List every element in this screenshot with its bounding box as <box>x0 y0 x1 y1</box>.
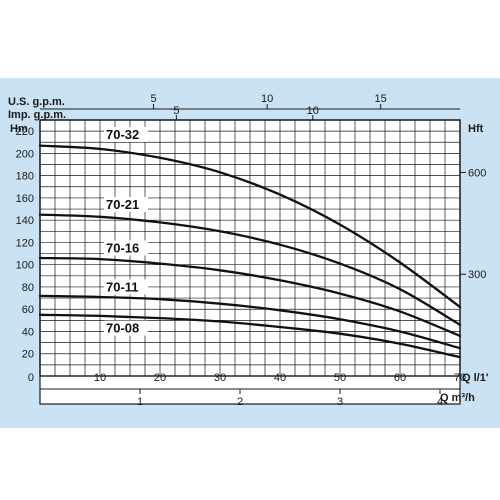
q-lmin-tick-label: 20 <box>154 372 166 384</box>
hm-tick-label: 200 <box>16 148 34 160</box>
curve-label-70-08: 70-08 <box>106 321 139 336</box>
hm-tick-label: 100 <box>16 260 34 272</box>
plot-frame <box>39 119 461 377</box>
hm-tick-label: 80 <box>22 282 34 294</box>
curve-label-70-16: 70-16 <box>106 240 139 255</box>
q-lmin-tick-label: 70 <box>454 372 466 384</box>
hm-tick-label: 180 <box>16 171 34 183</box>
hm-tick-label: 60 <box>22 304 34 316</box>
origin-tick-label: 0 <box>28 372 34 384</box>
curve-label-70-11: 70-11 <box>106 279 139 294</box>
hft-axis-title: Hft <box>468 123 484 135</box>
hm-axis-title: Hm <box>10 123 28 135</box>
q-m3h-tick-label: 1 <box>137 396 143 408</box>
curve-70-11 <box>38 294 462 350</box>
performance-curves: 70-32 70-21 70-16 70-11 70-08 <box>38 126 462 359</box>
q-lmin-tick-label: 30 <box>214 372 226 384</box>
curve-label-70-21: 70-21 <box>106 197 139 212</box>
hm-tick-label: 40 <box>22 326 34 338</box>
q-lmin-tick-label: 50 <box>334 372 346 384</box>
curve-70-21 <box>38 213 462 326</box>
us-gpm-tick-label: 15 <box>375 93 387 105</box>
curve-label-70-32: 70-32 <box>106 127 139 142</box>
q-m3h-tick-label: 4 <box>437 396 443 408</box>
hft-tick-label: 300 <box>468 269 486 281</box>
curve-label-bg <box>104 279 148 295</box>
curve-label-bg <box>104 197 148 213</box>
curve-70-16 <box>38 256 462 338</box>
hm-tick-label: 160 <box>16 193 34 205</box>
q-lmin-tick-label: 10 <box>94 372 106 384</box>
curve-70-32 <box>38 144 462 309</box>
q-lmin-tick-label: 40 <box>274 372 286 384</box>
curve-label-bg <box>104 320 148 336</box>
hft-tick-label: 600 <box>468 167 486 179</box>
curve-label-bg <box>104 240 148 256</box>
hm-tick-label: 120 <box>16 237 34 249</box>
us-gpm-axis-title: U.S. g.p.m. <box>8 96 65 108</box>
us-gpm-tick-label: 10 <box>261 93 273 105</box>
imp-gpm-tick-label: 5 <box>173 105 179 117</box>
us-gpm-tick-label: 5 <box>150 93 156 105</box>
curve-70-08 <box>38 313 462 359</box>
q-lmin-axis-title: Q l/1' <box>462 372 489 384</box>
hm-tick-label: 220 <box>16 126 34 138</box>
hm-tick-label: 140 <box>16 215 34 227</box>
hm-tick-label: 20 <box>22 349 34 361</box>
q-lmin-tick-label: 60 <box>394 372 406 384</box>
curve-label-bg <box>104 126 148 142</box>
q-m3h-tick-label: 2 <box>237 396 243 408</box>
q-m3h-axis-title: Q m³/h <box>440 392 475 404</box>
q-m3h-tick-label: 3 <box>337 396 343 408</box>
imp-gpm-axis-title: Imp. g.p.m. <box>8 109 66 121</box>
chart-panel: 20 40 60 80 100 120 140 160 180 200 220 0 10 20 30 40 50… <box>0 78 500 428</box>
imp-gpm-tick-label: 10 <box>307 105 319 117</box>
